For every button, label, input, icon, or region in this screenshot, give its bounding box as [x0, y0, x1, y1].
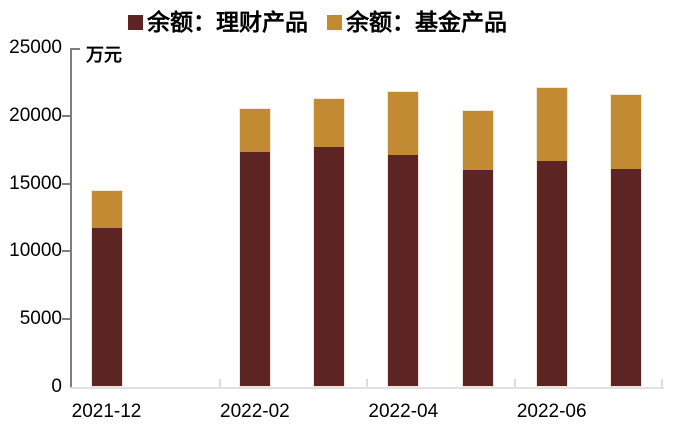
bar-segment-fund-products [610, 95, 641, 170]
legend: 余额：理财产品 余额：基金产品 [128, 9, 507, 36]
plot-area [62, 48, 664, 389]
bar-segment-fund-products [239, 108, 270, 153]
stacked-bar-2021-12 [90, 189, 123, 388]
bar-segment-fund-products [91, 190, 122, 229]
y-axis-tick-label: 0 [51, 376, 62, 397]
bar-segment-wealth-products [462, 170, 493, 386]
x-axis-line [70, 387, 664, 389]
x-axis-tick-label: 2021-12 [71, 401, 142, 422]
y-axis-tick [62, 182, 70, 185]
stacked-bar-2022-06 [535, 86, 568, 388]
bar-segment-wealth-products [610, 169, 641, 386]
legend-item-wealth-products: 余额：理财产品 [128, 9, 308, 36]
stacked-bar-2022-02 [238, 107, 271, 388]
stacked-bar-2022-03 [313, 98, 346, 387]
y-axis-tick-label: 20000 [9, 104, 62, 126]
x-axis-tick-label: 2022-06 [516, 401, 587, 422]
stacked-bar-2022-07 [609, 94, 642, 387]
x-axis-tick [219, 379, 221, 387]
y-axis-tick-label: 10000 [9, 240, 62, 262]
legend-swatch-fund-products-icon [327, 15, 342, 30]
x-axis-tick [660, 379, 663, 387]
legend-swatch-wealth-products-icon [128, 15, 143, 30]
legend-label-fund-products: 余额：基金产品 [346, 9, 507, 35]
bar-segment-fund-products [462, 111, 493, 171]
y-axis-top-tick [71, 48, 80, 50]
x-axis-tick [366, 379, 369, 387]
bar-segment-fund-products [314, 99, 345, 148]
stacked-bar-2022-04 [387, 91, 420, 387]
bar-segment-fund-products [388, 92, 419, 156]
y-axis-tick [62, 114, 70, 117]
bar-segment-wealth-products [91, 228, 122, 386]
y-axis-tick [62, 318, 70, 321]
bar-segment-fund-products [536, 87, 567, 161]
y-axis-line [70, 48, 72, 389]
x-axis-tick-label: 2022-02 [220, 401, 290, 422]
bar-segment-wealth-products [388, 155, 419, 386]
x-axis-tick [513, 379, 516, 387]
bar-segment-wealth-products [536, 160, 567, 386]
bar-segment-wealth-products [239, 152, 270, 386]
legend-item-fund-products: 余额：基金产品 [327, 9, 507, 36]
y-axis-unit-label: 万元 [86, 45, 122, 65]
legend-label-wealth-products: 余额：理财产品 [147, 9, 308, 35]
x-axis-tick-label: 2022-04 [368, 401, 439, 422]
bar-segment-wealth-products [314, 147, 345, 386]
stacked-bar-2022-05 [461, 110, 494, 387]
y-axis-tick-label: 25000 [9, 37, 62, 58]
y-axis-tick-label: 15000 [9, 172, 62, 194]
y-axis-tick [62, 250, 70, 253]
y-axis-tick-label: 5000 [19, 308, 62, 330]
